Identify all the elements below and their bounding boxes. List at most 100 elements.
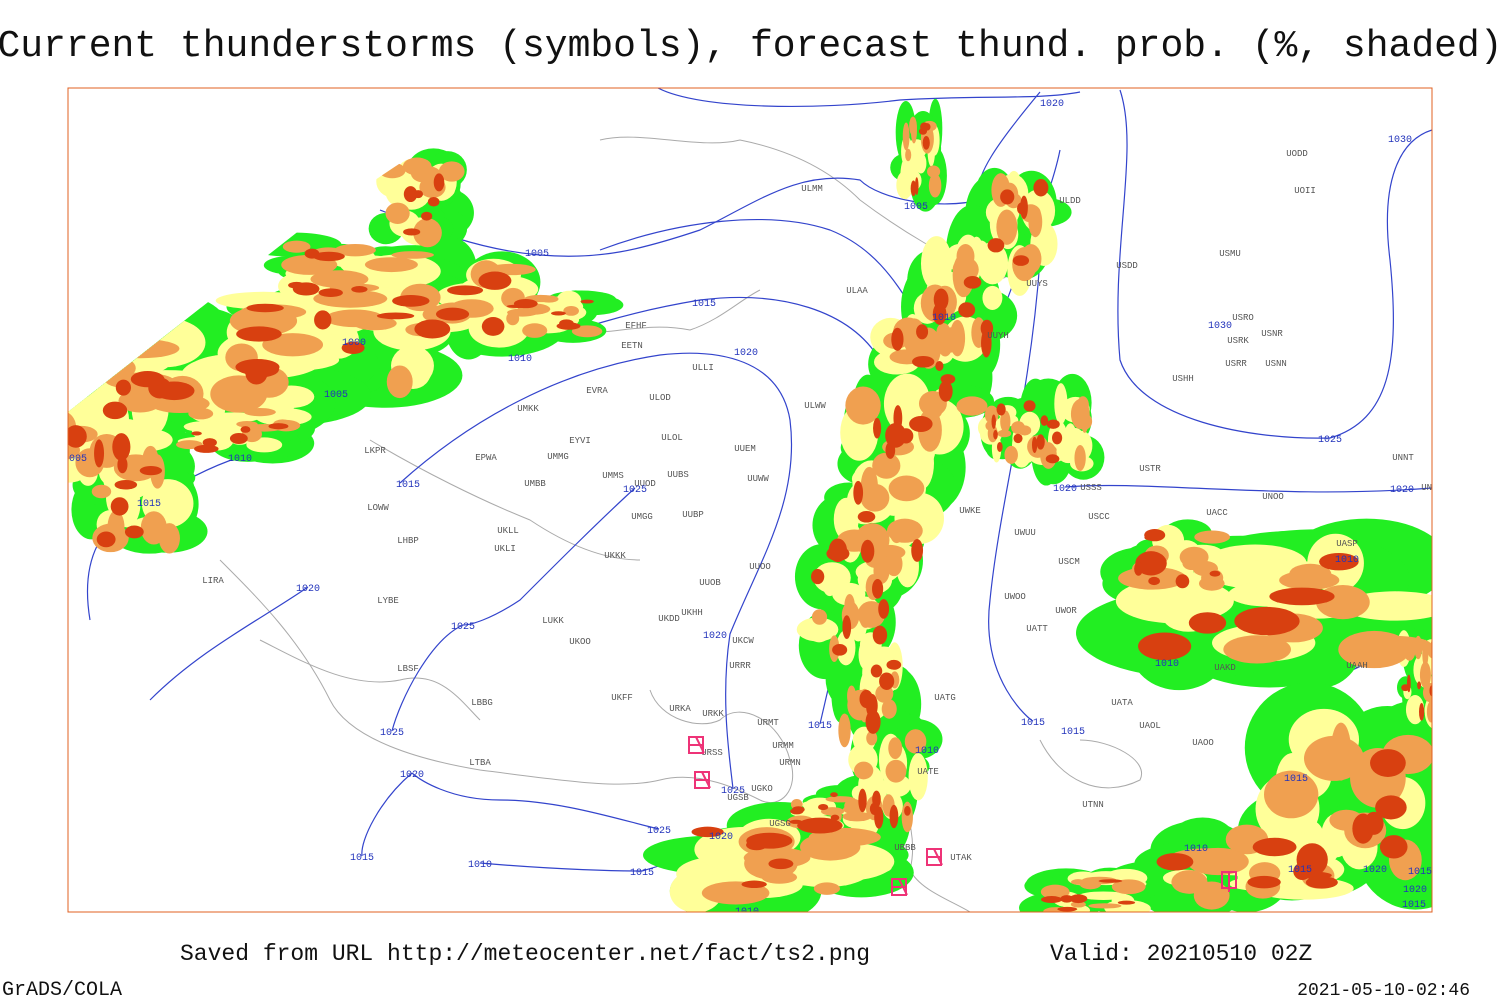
shaded-area (68, 352, 86, 393)
shaded-area (1135, 551, 1167, 576)
shaded-area (982, 285, 1003, 310)
shaded-area (741, 880, 767, 888)
map-labels: ULMM ULDD UUYS ULAA USDD USMU UOII UODD USRO USNR… (68, 99, 1432, 918)
shaded-area (1033, 179, 1049, 197)
isobar-label: 1020 (1053, 484, 1077, 495)
shaded-area (1417, 681, 1422, 690)
shaded-area (885, 551, 903, 577)
shaded-area (563, 305, 579, 316)
station-label: EVRA (586, 386, 608, 396)
station-label: URMT (757, 718, 779, 728)
station-label: USNR (1261, 329, 1283, 339)
shaded-area (797, 817, 843, 834)
shaded-area (1013, 433, 1023, 444)
isobar-label: 1020 (1040, 99, 1064, 110)
shaded-area (240, 426, 251, 433)
station-label: UKHH (681, 608, 703, 618)
shaded-area (916, 324, 929, 340)
station-label: ULDD (1059, 196, 1081, 206)
station-label: UKLL (497, 526, 519, 536)
station-label: USNN (1265, 359, 1287, 369)
shaded-area (1045, 454, 1060, 464)
shaded-area (1434, 707, 1438, 718)
shaded-area (112, 433, 131, 461)
station-label: UATA (1111, 698, 1133, 708)
shaded-area (935, 360, 944, 371)
shaded-area (76, 348, 121, 360)
shaded-area (938, 380, 953, 402)
station-label: UUEM (734, 444, 756, 454)
shaded-area (1138, 632, 1192, 661)
station-label: UMMS (602, 471, 624, 481)
station-label: URSS (701, 748, 723, 758)
shaded-area (68, 386, 81, 402)
shaded-area (1148, 576, 1160, 586)
station-label: ULOL (661, 433, 683, 443)
isobar-label: 1020 (734, 348, 758, 359)
station-label: USRR (1225, 359, 1247, 369)
shaded-area (403, 228, 421, 236)
map-frame (67, 87, 1433, 913)
isobar-label: 1020 (1390, 485, 1414, 496)
isobar-label: 1015 (396, 480, 420, 491)
shaded-area (996, 209, 1018, 245)
shaded-area (194, 444, 219, 453)
shaded-area (872, 579, 884, 599)
shaded-area (1000, 189, 1015, 205)
station-label: UGKO (751, 784, 773, 794)
isobar-label: 1025 (1318, 435, 1342, 446)
station-label: ULOD (649, 393, 671, 403)
station-label: UAAH (1346, 661, 1368, 671)
shaded-area (885, 759, 907, 783)
shaded-area (885, 422, 907, 448)
station-label: LKPR (364, 446, 386, 456)
shaded-area (96, 531, 116, 548)
shaded-area (413, 218, 442, 248)
shaded-area (539, 295, 559, 303)
isobar-label: 1010 (735, 907, 759, 918)
isobar-label: 1015 (1408, 867, 1432, 878)
shaded-area (438, 161, 465, 182)
shaded-area (378, 162, 406, 179)
shaded-area (1028, 206, 1043, 238)
shaded-area (1279, 570, 1340, 590)
shaded-area (838, 713, 851, 748)
shaded-area (229, 433, 248, 444)
station-label: USRK (1227, 336, 1249, 346)
shaded-area (1040, 415, 1049, 426)
isobar-label: 1020 (703, 631, 727, 642)
shaded-area (1069, 894, 1088, 904)
shaded-area (1012, 255, 1030, 266)
isobar-label: 1025 (647, 826, 671, 837)
shaded-area (1046, 419, 1060, 429)
shaded-area (891, 327, 904, 351)
station-label: LIRA (202, 576, 224, 586)
station-label: URKK (702, 709, 724, 719)
shaded-area (902, 122, 910, 151)
shaded-area (506, 311, 520, 326)
shaded-area (94, 439, 105, 468)
station-label: USSS (1080, 483, 1102, 493)
shaded-area (872, 452, 901, 479)
shaded-area (857, 511, 876, 523)
shaded-area (352, 316, 397, 331)
station-label: UAOL (1139, 721, 1161, 731)
station-label: UGSG (769, 819, 791, 829)
station-label: UAKD (1214, 663, 1236, 673)
shaded-area (872, 625, 888, 645)
station-label: UTAK (950, 853, 972, 863)
shaded-area (314, 310, 332, 330)
valid-time: Valid: 20210510 02Z (1050, 941, 1312, 967)
shaded-area (844, 798, 862, 813)
shaded-area (912, 355, 935, 368)
shaded-area (215, 291, 312, 310)
shaded-area (312, 251, 345, 262)
shaded-area (1319, 552, 1359, 571)
shaded-area (800, 833, 861, 861)
shaded-area (807, 620, 831, 643)
isobar-label: 1000 (342, 338, 366, 349)
shaded-area (790, 808, 804, 815)
source-note: Saved from URL http://meteocenter.net/fa… (180, 941, 870, 967)
shaded-area (1426, 700, 1432, 723)
